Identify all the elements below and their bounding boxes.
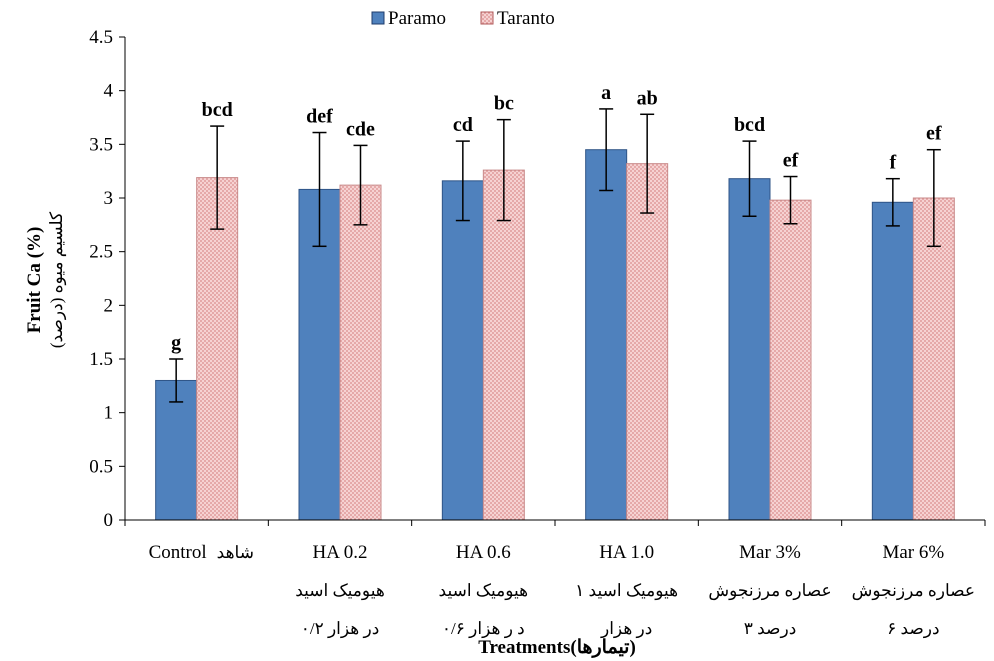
y-axis-title: Fruit Ca (%) کلسیم میوه (درصد) <box>24 211 67 348</box>
y-tick-label: 4.5 <box>89 27 113 48</box>
significance-letter: cd <box>453 114 473 136</box>
x-tick-label: Mar 6% <box>882 542 944 563</box>
x-tick-label-fa: هیومیک اسید <box>295 581 385 601</box>
y-tick-label: 1 <box>104 403 114 424</box>
significance-letter: g <box>171 332 181 354</box>
x-tick-label: HA 0.2 <box>313 542 368 563</box>
x-axis: Control شاهد HA 0.2 هیومیک اسید ۰/۲ در هزار H… <box>124 519 986 639</box>
y-tick-label: 3.5 <box>89 134 113 155</box>
significance-letter: cde <box>346 118 375 140</box>
bar-taranto <box>626 163 669 521</box>
x-tick-label-fa: ۰/۲ در هزار <box>301 619 380 639</box>
significance-letter: bc <box>494 93 514 115</box>
y-tick-label: 3 <box>104 188 114 209</box>
legend-label-paramo: Paramo <box>388 8 446 29</box>
x-tick-label: HA 0.6 <box>456 542 511 563</box>
significance-letter: def <box>306 106 333 128</box>
bar-taranto <box>196 177 239 521</box>
y-tick-label: 0.5 <box>89 456 113 477</box>
x-tick-label-fa: ۶ درصد <box>887 619 940 639</box>
bar-paramo <box>585 149 628 521</box>
significance-letter: f <box>889 152 896 174</box>
significance-letter: bcd <box>202 99 233 121</box>
x-tick-label-fa: هیومیک اسید ۱ <box>575 581 678 601</box>
x-tick-label-fa: هیومیک اسید <box>439 581 529 601</box>
x-tick-label: Mar 3% <box>739 542 801 563</box>
significance-letter: ab <box>637 87 658 109</box>
bars: g def cd a bcd f bcd cde bc ab ef ef <box>155 82 955 521</box>
y-tick-label: 4 <box>104 81 114 102</box>
y-axis-label-fa: کلسیم میوه (درصد) <box>47 211 67 348</box>
bar-taranto <box>769 199 812 521</box>
y-axis: 0 0.5 1 1.5 2 2.5 3 3.5 4 4.5 <box>89 27 126 531</box>
bar-paramo <box>441 180 484 521</box>
significance-letter: a <box>601 82 611 104</box>
x-tick-label-fa: ۰/۶ د ر هزار <box>442 619 525 639</box>
x-tick-label-fa: شاهد <box>217 543 254 562</box>
y-tick-label: 1.5 <box>89 349 113 370</box>
significance-letter: ef <box>926 123 942 145</box>
y-tick-label: 2.5 <box>89 242 113 263</box>
legend-swatch-taranto <box>480 11 494 25</box>
bar-taranto <box>912 197 955 521</box>
bar-taranto <box>482 169 525 521</box>
x-tick-label-fa: عصاره مرزنجوش <box>852 581 975 601</box>
x-tick-label-fa: عصاره مرزنجوش <box>708 581 831 601</box>
bar-paramo <box>871 201 914 521</box>
x-tick-label: Control <box>149 542 207 563</box>
legend-label-taranto: Taranto <box>497 8 555 29</box>
significance-letter: bcd <box>734 114 765 136</box>
bar-paramo <box>155 379 198 521</box>
legend: Paramo Taranto <box>371 8 555 29</box>
legend-swatch-paramo <box>371 11 385 25</box>
y-tick-label: 2 <box>104 295 114 316</box>
x-tick-label-fa: ۳ درصد <box>744 619 797 639</box>
bar-taranto <box>339 184 382 521</box>
significance-letter: ef <box>783 150 799 172</box>
x-tick-label: HA 1.0 <box>599 542 654 563</box>
y-tick-label: 0 <box>104 510 114 531</box>
bar-paramo <box>728 178 771 521</box>
x-axis-title: Treatments(تیمارها) <box>478 637 636 658</box>
x-tick-label-fa: در هزار <box>600 619 652 639</box>
y-axis-label-en: Fruit Ca (%) <box>24 227 45 334</box>
